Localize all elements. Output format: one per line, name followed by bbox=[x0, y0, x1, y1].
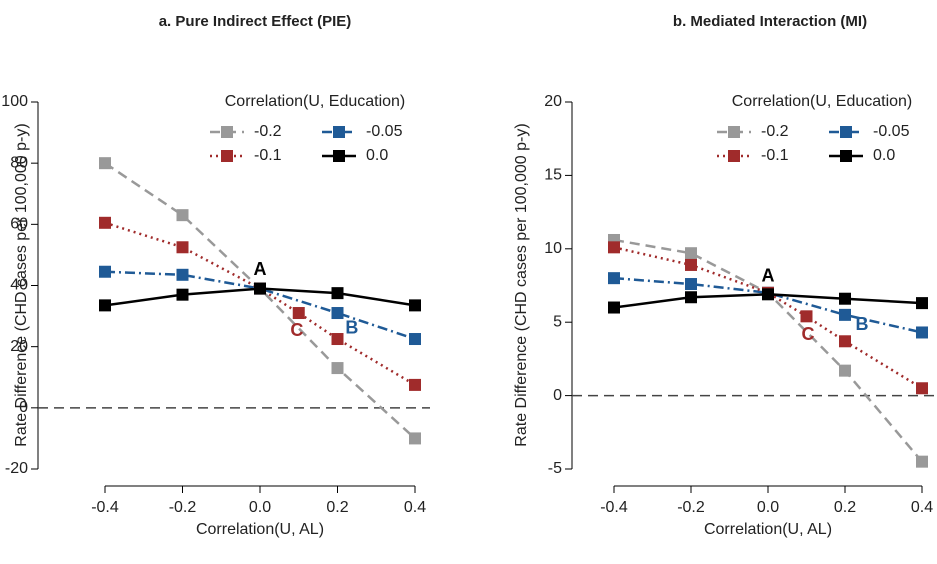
data-point bbox=[762, 288, 774, 301]
legend-title: Correlation(U, Education) bbox=[732, 93, 913, 110]
legend-label: -0.2 bbox=[761, 123, 789, 140]
data-point bbox=[254, 282, 266, 295]
annotation: C bbox=[802, 324, 815, 344]
y-tick-label: -5 bbox=[548, 460, 562, 477]
data-point bbox=[685, 258, 697, 271]
y-axis-label: Rate Difference (CHD cases per 100,000 p… bbox=[13, 123, 30, 446]
data-point bbox=[916, 297, 928, 310]
y-tick-label: 0 bbox=[19, 399, 28, 416]
series-line bbox=[104, 270, 416, 341]
x-tick-label: 0.4 bbox=[404, 499, 426, 516]
data-point bbox=[331, 307, 344, 320]
y-tick-label: 0 bbox=[553, 387, 562, 404]
data-point bbox=[685, 278, 697, 291]
data-point bbox=[685, 247, 697, 260]
data-point bbox=[176, 241, 189, 254]
series-line bbox=[104, 221, 416, 386]
x-tick-label: -0.2 bbox=[677, 499, 705, 516]
data-point bbox=[99, 265, 111, 278]
y-tick-label: 15 bbox=[544, 167, 562, 184]
data-point bbox=[176, 209, 189, 222]
y-axis-label: Rate Difference (CHD cases per 100,000 p… bbox=[513, 123, 530, 446]
x-tick-label: 0.0 bbox=[757, 499, 779, 516]
x-tick-label: -0.4 bbox=[600, 499, 628, 516]
x-tick-label: -0.2 bbox=[169, 499, 197, 516]
data-point bbox=[99, 157, 111, 170]
y-tick-label: 80 bbox=[10, 154, 28, 171]
legend-label: -0.05 bbox=[366, 123, 403, 140]
x-tick-label: 0.4 bbox=[911, 499, 933, 516]
annotation: A bbox=[254, 259, 267, 279]
legend-label: -0.1 bbox=[761, 147, 789, 164]
data-point bbox=[839, 335, 851, 348]
data-point bbox=[409, 432, 421, 445]
data-point bbox=[839, 308, 851, 321]
data-point bbox=[608, 272, 620, 285]
data-point bbox=[292, 307, 305, 320]
legend-swatch bbox=[333, 150, 345, 162]
data-point bbox=[409, 378, 421, 391]
legend-swatch bbox=[840, 126, 852, 138]
x-tick-label: 0.0 bbox=[249, 499, 271, 516]
data-point bbox=[99, 216, 111, 229]
legend-title: Correlation(U, Education) bbox=[225, 93, 406, 110]
x-axis-label: Correlation(U, AL) bbox=[704, 521, 832, 538]
data-point bbox=[331, 362, 344, 375]
y-tick-label: 60 bbox=[10, 216, 28, 233]
annotation: B bbox=[345, 318, 358, 338]
legend-swatch bbox=[333, 126, 345, 138]
x-tick-label: 0.2 bbox=[326, 499, 348, 516]
data-point bbox=[839, 292, 851, 305]
x-tick-label: 0.2 bbox=[834, 499, 856, 516]
data-point bbox=[685, 291, 697, 304]
data-point bbox=[916, 455, 928, 468]
data-point bbox=[331, 333, 344, 346]
data-point bbox=[331, 287, 344, 300]
chart-title: b. Mediated Interaction (MI) bbox=[673, 13, 867, 30]
chart-title: a. Pure Indirect Effect (PIE) bbox=[159, 13, 352, 30]
data-point bbox=[608, 301, 620, 314]
data-point bbox=[409, 333, 421, 346]
y-tick-label: 5 bbox=[553, 313, 562, 330]
legend-label: -0.2 bbox=[254, 123, 282, 140]
legend-label: 0.0 bbox=[366, 147, 388, 164]
y-tick-label: 20 bbox=[544, 93, 562, 110]
y-tick-label: 20 bbox=[10, 338, 28, 355]
legend-swatch bbox=[728, 150, 740, 162]
data-point bbox=[916, 326, 928, 339]
legend-label: -0.1 bbox=[254, 147, 282, 164]
legend-swatch bbox=[840, 150, 852, 162]
legend-label: -0.05 bbox=[873, 123, 910, 140]
y-tick-label: 10 bbox=[544, 240, 562, 257]
series-line bbox=[613, 276, 923, 334]
data-point bbox=[99, 299, 111, 312]
x-axis-label: Correlation(U, AL) bbox=[196, 521, 324, 538]
legend-swatch bbox=[728, 126, 740, 138]
annotation: A bbox=[762, 265, 775, 285]
legend-swatch bbox=[221, 150, 233, 162]
series-line bbox=[104, 162, 416, 440]
data-point bbox=[839, 364, 851, 377]
y-tick-label: 100 bbox=[1, 93, 28, 110]
y-tick-label: -20 bbox=[5, 460, 28, 477]
legend-label: 0.0 bbox=[873, 147, 895, 164]
x-tick-label: -0.4 bbox=[91, 499, 119, 516]
annotation: C bbox=[290, 320, 303, 340]
data-point bbox=[409, 299, 421, 312]
legend-swatch bbox=[221, 126, 233, 138]
data-point bbox=[800, 310, 813, 323]
annotation: B bbox=[855, 314, 868, 334]
data-point bbox=[176, 288, 189, 301]
data-point bbox=[608, 241, 620, 254]
data-point bbox=[916, 382, 928, 395]
data-point bbox=[176, 268, 189, 281]
y-tick-label: 40 bbox=[10, 277, 28, 294]
